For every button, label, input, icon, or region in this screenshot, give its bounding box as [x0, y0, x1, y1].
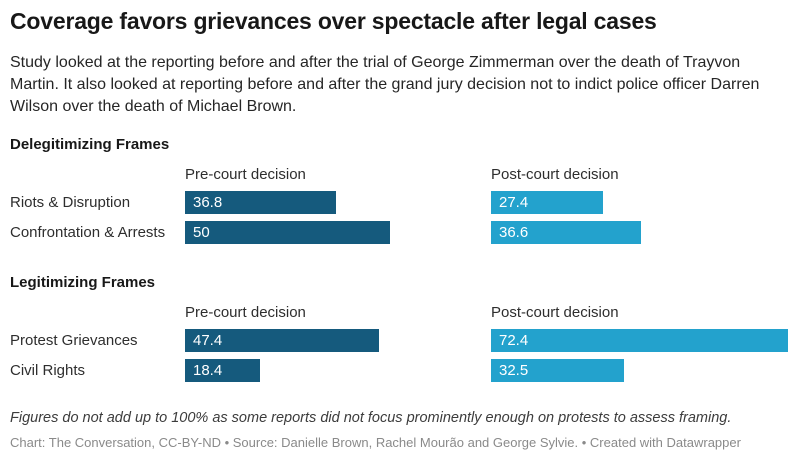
column-header-row: Pre-court decision Post-court decision: [10, 298, 790, 322]
section-delegitimizing-frames: Delegitimizing Frames Pre-court decision…: [10, 136, 790, 248]
bar-row-confrontation-arrests: Confrontation & Arrests 50 36.6: [10, 218, 790, 248]
bar-cell-post: 32.5: [491, 359, 790, 383]
bar-value-label: 47.4: [193, 332, 223, 350]
bar-value-label: 32.5: [499, 362, 529, 380]
column-header-row: Pre-court decision Post-court decision: [10, 160, 790, 184]
bar-row-civil-rights: Civil Rights 18.4 32.5: [10, 356, 790, 386]
bar-cell-pre: 36.8: [185, 191, 483, 215]
column-header-post: Post-court decision: [491, 165, 619, 183]
row-label-riots-disruption: Riots & Disruption: [10, 194, 131, 212]
bar-value-label: 27.4: [499, 194, 529, 212]
column-header-pre: Pre-court decision: [185, 165, 306, 183]
section-title-delegitimizing: Delegitimizing Frames: [10, 135, 170, 153]
bar-row-protest-grievances: Protest Grievances 47.4 72.4: [10, 326, 790, 356]
bar-cell-pre: 18.4: [185, 359, 483, 383]
bar-cell-post: 72.4: [491, 329, 790, 353]
chart-footnote: Figures do not add up to 100% as some re…: [10, 409, 732, 426]
row-label-confrontation-arrests: Confrontation & Arrests: [10, 224, 166, 242]
bar-value-label: 50: [193, 224, 210, 242]
column-header-pre: Pre-court decision: [185, 303, 306, 321]
chart-title: Coverage favors grievances over spectacl…: [10, 8, 657, 34]
bar-pre-protest-grievances[interactable]: 47.4: [185, 329, 380, 353]
section-title-legitimizing: Legitimizing Frames: [10, 273, 156, 291]
bar-cell-pre: 50: [185, 221, 483, 245]
bar-post-protest-grievances[interactable]: 72.4: [491, 329, 788, 353]
bar-cell-post: 36.6: [491, 221, 790, 245]
bar-row-riots-disruption: Riots & Disruption 36.8 27.4: [10, 188, 790, 218]
bar-value-label: 72.4: [499, 332, 529, 350]
bar-value-label: 36.8: [193, 194, 223, 212]
chart-description: Study looked at the reporting before and…: [10, 53, 760, 115]
section-legitimizing-frames: Legitimizing Frames Pre-court decision P…: [10, 274, 790, 386]
row-label-protest-grievances: Protest Grievances: [10, 332, 138, 350]
bar-value-label: 18.4: [193, 362, 223, 380]
bar-post-confrontation-arrests[interactable]: 36.6: [491, 221, 642, 245]
bar-value-label: 36.6: [499, 224, 529, 242]
column-header-post: Post-court decision: [491, 303, 619, 321]
bar-post-civil-rights[interactable]: 32.5: [491, 359, 625, 383]
bar-post-riots-disruption[interactable]: 27.4: [491, 191, 604, 215]
bar-pre-confrontation-arrests[interactable]: 50: [185, 221, 390, 245]
chart-credit-line: Chart: The Conversation, CC-BY-ND • Sour…: [10, 434, 741, 450]
row-label-civil-rights: Civil Rights: [10, 362, 86, 380]
bar-cell-post: 27.4: [491, 191, 790, 215]
bar-pre-civil-rights[interactable]: 18.4: [185, 359, 261, 383]
bar-pre-riots-disruption[interactable]: 36.8: [185, 191, 336, 215]
bar-cell-pre: 47.4: [185, 329, 483, 353]
